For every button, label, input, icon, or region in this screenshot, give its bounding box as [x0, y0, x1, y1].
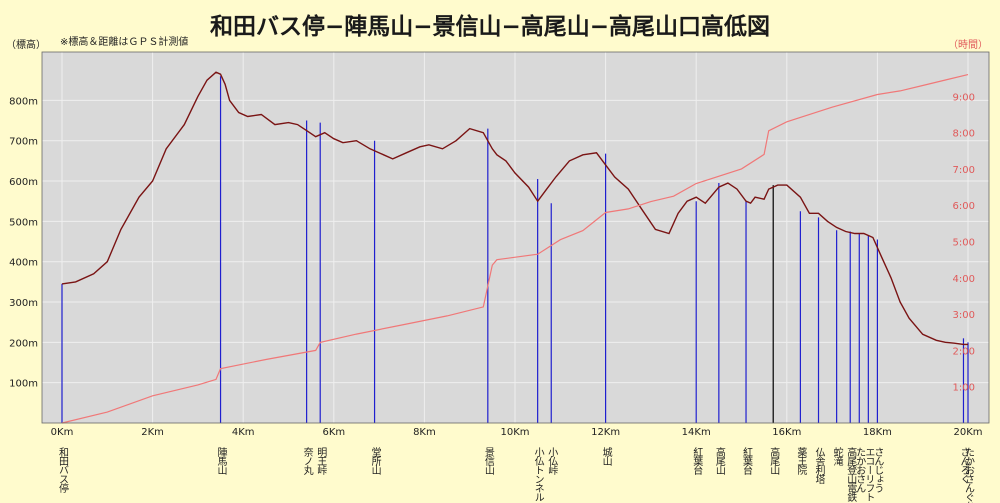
marker-label: 城山	[600, 447, 612, 466]
elevation-series-line	[61, 71, 968, 346]
marker-label: 高尾登山電鉄	[845, 446, 857, 503]
y2-tick-label: 1:00	[953, 383, 975, 394]
marker-label: たかおさん	[854, 447, 866, 492]
marker-label: 小仏トンネル	[532, 447, 544, 501]
y2-axis-label: （時間）	[948, 39, 988, 51]
marker-label: 薬王院	[795, 447, 807, 476]
y-tick-label: 700m	[9, 137, 38, 148]
y-tick-label: 600m	[9, 177, 38, 188]
y2-tick-label: 2:00	[953, 346, 975, 357]
marker-label: 蛇滝	[831, 446, 843, 466]
marker-label: 堂所山	[369, 447, 381, 475]
y2-tick-label: 6:00	[953, 201, 975, 212]
marker-lines	[61, 76, 969, 423]
y2-tick-label: 4:00	[953, 274, 975, 285]
chart-title: 和田バス停−陣馬山−景信山−高尾山−高尾山口高低図	[210, 13, 770, 40]
x-tick-label: 12Km	[591, 427, 620, 438]
axis-ticks: 100m 200m 300m 400m 500m 600m 700m 800m 1:00 2:00…	[9, 51, 990, 438]
y-tick-label: 100m	[9, 379, 38, 390]
y-axis-label: （標高）	[6, 38, 46, 51]
marker-label: 紅葉台	[691, 447, 703, 476]
y-tick-label: 400m	[9, 258, 38, 269]
marker-label: 和田バス停	[57, 447, 69, 494]
marker-label: 仏舎利塔	[813, 447, 825, 485]
y2-tick-label: 8:00	[953, 129, 975, 140]
y2-tick-label: 3:00	[953, 310, 975, 321]
y2-tick-label: 7:00	[953, 165, 975, 176]
y2-tick-label: 9:00	[953, 92, 975, 103]
x-tick-label: 0Km	[51, 427, 74, 438]
marker-labels: 和田バス停 陣馬山 奈ノ丸 明王峠 堂所山 景信山 小仏トンネル 小仏峠 城山 紅葉台 高尾山 紅葉台…	[57, 446, 975, 503]
x-tick-label: 2Km	[141, 427, 164, 438]
y-tick-label: 800m	[9, 96, 38, 107]
x-tick-label: 20Km	[953, 427, 982, 438]
series-lines	[61, 71, 969, 424]
marker-label: 高尾山	[768, 446, 780, 475]
y-tick-label: 300m	[9, 298, 38, 309]
marker-label: 高尾山	[713, 446, 725, 475]
marker-label: 奈ノ丸	[301, 446, 313, 475]
y-tick-label: 200m	[9, 338, 38, 349]
x-tick-label: 6Km	[322, 427, 345, 438]
marker-label: 景信山	[482, 447, 494, 475]
x-tick-label: 8Km	[413, 427, 436, 438]
marker-label: 紅葉台	[741, 447, 753, 476]
marker-label: エコーリフト	[863, 447, 875, 501]
x-tick-label: 16Km	[772, 427, 801, 438]
marker-label: 小仏峠	[546, 447, 558, 476]
x-tick-label: 14Km	[682, 427, 711, 438]
marker-label: さんじょう	[872, 447, 884, 493]
marker-label: 明王峠	[315, 447, 327, 476]
y-tick-label: 500m	[9, 217, 38, 228]
marker-label: たかおさんぐち	[963, 447, 975, 503]
x-tick-label: 10Km	[500, 427, 529, 438]
chart-note: ※標高＆距離はＧＰＳ計測値	[60, 35, 188, 48]
time-series-line	[61, 74, 969, 424]
x-tick-label: 18Km	[863, 427, 892, 438]
marker-label: さんろく	[958, 447, 970, 484]
x-tick-label: 4Km	[232, 427, 255, 438]
plot-border	[41, 51, 990, 424]
marker-label: 陣馬山	[215, 446, 227, 475]
y2-tick-label: 5:00	[953, 238, 975, 249]
